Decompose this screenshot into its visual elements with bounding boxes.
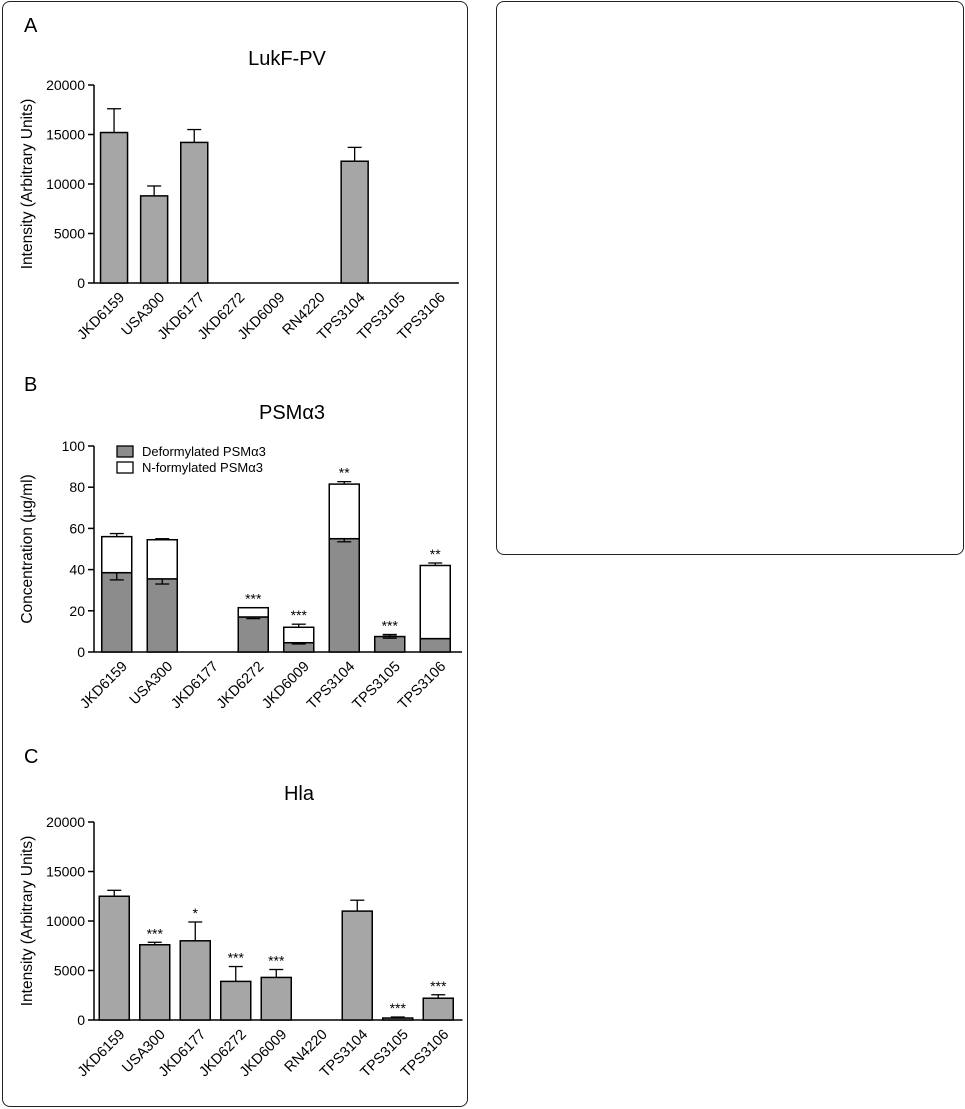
bar — [99, 131, 129, 284]
bar-segment — [283, 626, 315, 644]
bar — [98, 895, 130, 1021]
bar-segment — [237, 616, 269, 653]
y-tick-label: 10000 — [46, 176, 85, 192]
significance-label: *** — [390, 1000, 407, 1016]
x-tick-label: JKD6159 — [75, 290, 128, 343]
y-tick-label: 60 — [69, 520, 85, 536]
bar-segment — [146, 538, 178, 580]
significance-label: *** — [291, 607, 308, 623]
x-tick-label: JKD6159 — [75, 1027, 128, 1080]
significance-label: *** — [430, 978, 447, 994]
x-tick-label: JKD6177 — [168, 659, 221, 712]
legend-label: N-formylated PSMα3 — [142, 460, 263, 475]
significance-label: ** — [430, 546, 441, 562]
bar — [341, 910, 373, 1021]
bar — [382, 1017, 414, 1021]
y-tick-label: 20000 — [46, 77, 85, 93]
y-tick-label: 5000 — [54, 226, 85, 242]
bar — [180, 141, 209, 284]
chart-title: Hla — [284, 783, 315, 805]
x-tick-label: TPS3105 — [350, 659, 404, 713]
bar-segment — [374, 635, 406, 653]
chart-b: B PSMα3 Concentration (µg/ml) 0 20 40 60 80 100 J… — [19, 374, 462, 713]
bar-segment — [101, 535, 133, 574]
y-tick-label: 10000 — [46, 913, 85, 929]
y-tick-label: 15000 — [46, 127, 85, 143]
bar — [139, 944, 171, 1021]
chart-c: C Hla Intensity (Arbitrary Units) 0 5000 1000… — [19, 746, 463, 1081]
y-tick-label: 0 — [77, 644, 85, 660]
panel-label: A — [24, 15, 38, 37]
bar — [139, 195, 169, 284]
y-axis-label: Intensity (Arbitrary Units) — [19, 99, 36, 270]
significance-label: *** — [268, 953, 285, 969]
panel-label: C — [24, 746, 38, 768]
empty-panel — [496, 1, 964, 555]
legend-label: Deformylated PSMα3 — [142, 444, 266, 459]
bar — [220, 980, 252, 1021]
x-tick-label: JKD6159 — [77, 659, 130, 712]
legend-swatch — [116, 461, 134, 474]
significance-label: *** — [228, 950, 245, 966]
y-tick-label: 0 — [77, 1012, 85, 1028]
bar-segment — [419, 637, 451, 653]
x-tick-label: JKD6009 — [259, 659, 312, 712]
bar — [422, 997, 454, 1021]
bar-segment — [419, 564, 451, 640]
y-tick-label: 15000 — [46, 864, 85, 880]
x-tick-label: TPS3104 — [304, 659, 358, 713]
legend-swatch — [116, 445, 134, 458]
chart-a: A LukF-PV Intensity (Arbitrary Units) 0 5000… — [19, 15, 459, 344]
y-axis-label: Intensity (Arbitrary Units) — [19, 836, 36, 1007]
bar — [260, 976, 292, 1021]
bar-segment — [146, 578, 178, 653]
significance-label: ** — [339, 465, 350, 481]
significance-label: *** — [245, 591, 262, 607]
y-tick-label: 5000 — [54, 963, 85, 979]
bar-segment — [237, 606, 269, 618]
x-tick-label: JKD6272 — [214, 659, 267, 712]
y-axis-label: Concentration (µg/ml) — [19, 474, 36, 623]
bar-segment — [328, 483, 360, 540]
bar — [340, 160, 369, 284]
bar-segment — [328, 537, 360, 653]
bar — [179, 940, 211, 1021]
chart-title: LukF-PV — [248, 48, 326, 70]
y-tick-label: 0 — [77, 275, 85, 291]
y-tick-label: 20000 — [46, 814, 85, 830]
y-tick-label: 80 — [69, 479, 85, 495]
y-tick-label: 40 — [69, 562, 85, 578]
y-tick-label: 100 — [62, 438, 86, 454]
figure-panel — [2, 1, 468, 1107]
bar-segment — [101, 571, 133, 653]
significance-label: *** — [147, 925, 164, 941]
panel-label: B — [24, 374, 37, 396]
x-tick-label: TPS3106 — [395, 659, 449, 713]
significance-label: * — [193, 905, 199, 921]
chart-title: PSMα3 — [259, 402, 325, 424]
significance-label: *** — [382, 617, 399, 633]
y-tick-label: 20 — [69, 603, 85, 619]
